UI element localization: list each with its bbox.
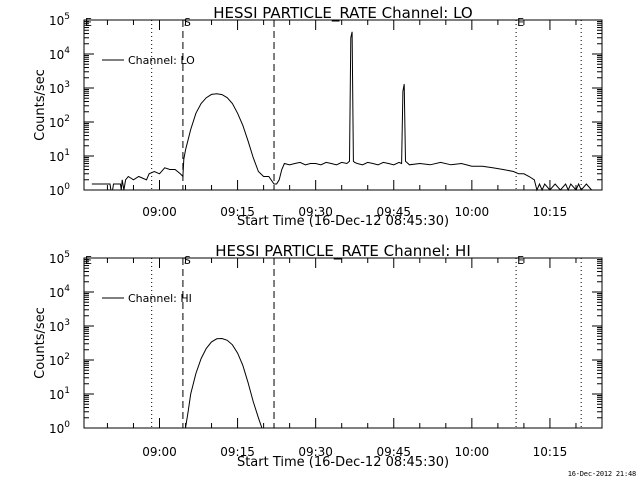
y-tick-label: 102 <box>49 114 70 130</box>
x-tick-label: 10:00 <box>455 205 490 219</box>
event-marker-label: E <box>517 254 524 267</box>
event-marker-label: S <box>184 16 191 29</box>
event-marker-label: S <box>184 254 191 267</box>
y-tick-label: 103 <box>49 318 70 334</box>
chart-panel-1: HESSI PARTICLE_RATE Channel: LO 100 101 102… <box>33 4 603 229</box>
x-tick-label: 09:15 <box>220 445 255 459</box>
x-tick-label: 09:45 <box>376 445 411 459</box>
series-line <box>185 337 263 429</box>
footer-timestamp: 16-Dec-2012 21:48 <box>567 470 636 478</box>
event-marker-label: E <box>85 16 92 29</box>
legend-label: Channel: LO <box>128 54 195 67</box>
chart-panel-2: HESSI PARTICLE_RATE Channel: HI 100 101 102… <box>33 242 603 470</box>
event-marker-label: E <box>85 254 92 267</box>
x-tick-label: 09:30 <box>298 445 333 459</box>
x-tick-label: 09:45 <box>376 205 411 219</box>
y-tick-label: 102 <box>49 352 70 368</box>
y-tick-label: 104 <box>49 284 70 300</box>
chart-title: HESSI PARTICLE_RATE Channel: HI <box>215 242 471 261</box>
series-line <box>91 31 592 192</box>
chart-title: HESSI PARTICLE_RATE Channel: LO <box>213 4 472 23</box>
x-tick-label: 09:00 <box>142 445 177 459</box>
y-tick-label: 105 <box>49 250 70 266</box>
y-axis-label: Counts/sec <box>33 307 48 379</box>
x-tick-label: 09:00 <box>142 205 177 219</box>
y-tick-label: 105 <box>49 12 70 28</box>
x-tick-label: 10:15 <box>533 205 568 219</box>
x-tick-label: 10:00 <box>455 445 490 459</box>
y-axis-label: Counts/sec <box>33 69 48 141</box>
plot-frame <box>83 257 603 429</box>
y-tick-label: 100 <box>49 420 70 436</box>
y-tick-label: 104 <box>49 46 70 62</box>
plot-frame <box>83 19 603 191</box>
y-tick-label: 103 <box>49 80 70 96</box>
event-marker-label: E <box>517 16 524 29</box>
y-tick-label: 100 <box>49 182 70 198</box>
x-tick-label: 10:15 <box>533 445 568 459</box>
x-axis-label: Start Time (16-Dec-12 08:45:30) <box>237 214 449 229</box>
legend-label: Channel: HI <box>128 292 192 305</box>
y-tick-label: 101 <box>49 148 70 164</box>
x-tick-label: 09:30 <box>298 205 333 219</box>
x-axis-label: Start Time (16-Dec-12 08:45:30) <box>237 455 449 470</box>
y-tick-label: 101 <box>49 386 70 402</box>
x-tick-label: 09:15 <box>220 205 255 219</box>
